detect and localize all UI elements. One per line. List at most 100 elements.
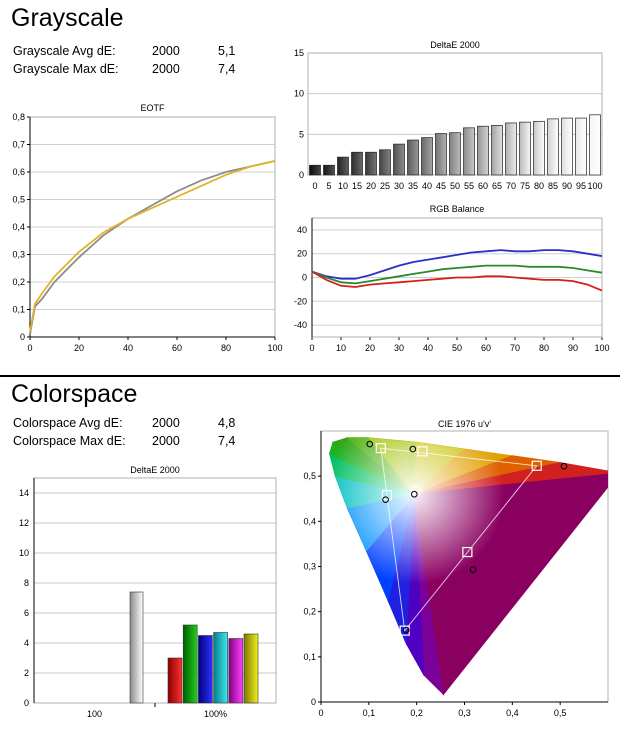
grayscale-deltae-bar bbox=[449, 132, 461, 176]
rgb-balance-xtick: 80 bbox=[539, 343, 549, 353]
colorspace-deltae-ytick: 6 bbox=[24, 608, 29, 618]
cie-measured-red bbox=[560, 462, 568, 470]
cie-measured-white bbox=[410, 490, 418, 498]
colorspace-deltae-ytick: 10 bbox=[19, 548, 29, 558]
eotf-xtick: 60 bbox=[172, 343, 182, 353]
cie-xtick: 0,2 bbox=[410, 708, 423, 718]
cie-measured-magenta bbox=[469, 566, 477, 573]
grayscale-deltae-ytick: 0 bbox=[299, 170, 304, 180]
colorspace-deltae-bar-magenta bbox=[228, 638, 244, 704]
grayscale-deltae-xtick: 90 bbox=[562, 181, 572, 191]
rgb-balance-xtick: 50 bbox=[452, 343, 462, 353]
grayscale-deltae-xtick: 25 bbox=[380, 181, 390, 191]
grayscale-deltae-bar bbox=[365, 151, 377, 176]
cie-measured-yellow bbox=[409, 445, 417, 453]
eotf-ytick: 0,3 bbox=[12, 250, 25, 260]
eotf-ytick: 0,1 bbox=[12, 305, 25, 315]
cie-xtick: 0,5 bbox=[554, 708, 567, 718]
grayscale-heading: Grayscale bbox=[11, 4, 124, 32]
cie-target-primary bbox=[375, 443, 386, 454]
grayscale-deltae-xtick: 15 bbox=[352, 181, 362, 191]
cie-ytick: 0,2 bbox=[303, 607, 316, 617]
grayscale-avg-value: 5,1 bbox=[218, 44, 236, 58]
grayscale-max-standard: 2000 bbox=[152, 62, 180, 76]
eotf-title: EOTF bbox=[141, 103, 166, 113]
cie-white-glow bbox=[329, 437, 608, 695]
grayscale-deltae-bar bbox=[337, 156, 349, 176]
section-divider bbox=[0, 375, 620, 377]
eotf-ytick: 0,5 bbox=[12, 195, 25, 205]
cie-target-magenta bbox=[462, 546, 473, 558]
cie-measured-green bbox=[366, 440, 374, 448]
grayscale-deltae-bar bbox=[379, 149, 391, 176]
eotf-xtick: 100 bbox=[267, 343, 282, 353]
eotf-ytick: 0,6 bbox=[12, 167, 25, 177]
colorspace-deltae-title: DeltaE 2000 bbox=[130, 465, 180, 475]
colorspace-heading: Colorspace bbox=[11, 380, 138, 408]
colorspace-deltae-bar-green bbox=[182, 624, 198, 704]
grayscale-deltae-bar bbox=[435, 133, 447, 176]
colorspace-deltae-xtick: 100% bbox=[204, 709, 227, 719]
grayscale-deltae-bar bbox=[589, 114, 601, 176]
rgb-balance-red-line bbox=[311, 270, 603, 292]
rgb-balance-xtick: 30 bbox=[394, 343, 404, 353]
colorspace-avg-value: 4,8 bbox=[218, 416, 236, 430]
grayscale-deltae-xtick: 10 bbox=[338, 181, 348, 191]
grayscale-deltae-xtick: 80 bbox=[534, 181, 544, 191]
grayscale-deltae-bar bbox=[463, 127, 475, 176]
grayscale-deltae-bar bbox=[561, 117, 573, 176]
grayscale-max-label: Grayscale Max dE: bbox=[13, 62, 119, 76]
grayscale-deltae-bar bbox=[351, 151, 363, 176]
colorspace-deltae-ytick: 8 bbox=[24, 578, 29, 588]
grayscale-deltae-xtick: 5 bbox=[326, 181, 331, 191]
colorspace-max-standard: 2000 bbox=[152, 434, 180, 448]
grayscale-deltae-xtick: 20 bbox=[366, 181, 376, 191]
cie-ytick: 0 bbox=[311, 697, 316, 707]
rgb-balance-xtick: 70 bbox=[510, 343, 520, 353]
grayscale-deltae-xtick: 75 bbox=[520, 181, 530, 191]
cie-xtick: 0 bbox=[318, 708, 323, 718]
eotf-ytick: 0 bbox=[20, 332, 25, 342]
colorspace-deltae-bar-white bbox=[129, 591, 144, 704]
grayscale-avg-standard: 2000 bbox=[152, 44, 180, 58]
colorspace-deltae-bar-red bbox=[167, 657, 183, 704]
cie-xtick: 0,1 bbox=[363, 708, 376, 718]
colorspace-deltae-ytick: 2 bbox=[24, 668, 29, 678]
colorspace-max-value: 7,4 bbox=[218, 434, 236, 448]
cie-xtick: 0,4 bbox=[506, 708, 519, 718]
rgb-balance-xtick: 90 bbox=[568, 343, 578, 353]
rgb-balance-title: RGB Balance bbox=[430, 204, 485, 214]
rgb-balance-green-line bbox=[311, 264, 603, 285]
eotf-xtick: 40 bbox=[123, 343, 133, 353]
cie-measured-blue bbox=[402, 626, 410, 634]
grayscale-deltae-xtick: 0 bbox=[312, 181, 317, 191]
cie-target-yellow bbox=[417, 446, 428, 457]
colorspace-avg-label: Colorspace Avg dE: bbox=[13, 416, 123, 430]
grayscale-max-value: 7,4 bbox=[218, 62, 236, 76]
rgb-balance-ytick: -40 bbox=[294, 320, 307, 330]
cie-target-white bbox=[411, 486, 421, 496]
grayscale-deltae-bar bbox=[575, 117, 587, 176]
grayscale-deltae-bar bbox=[421, 137, 433, 176]
colorspace-deltae-ytick: 0 bbox=[24, 698, 29, 708]
cie-ytick: 0,3 bbox=[303, 562, 316, 572]
grayscale-deltae-xtick: 60 bbox=[478, 181, 488, 191]
grayscale-deltae-bar bbox=[533, 120, 545, 176]
grayscale-deltae-xtick: 55 bbox=[464, 181, 474, 191]
rgb-balance-ytick: -20 bbox=[294, 296, 307, 306]
grayscale-deltae-xtick: 35 bbox=[408, 181, 418, 191]
cie-title: CIE 1976 u'v' bbox=[438, 419, 491, 429]
colorspace-deltae-ytick: 14 bbox=[19, 488, 29, 498]
rgb-balance-xtick: 0 bbox=[309, 343, 314, 353]
grayscale-deltae-xtick: 65 bbox=[492, 181, 502, 191]
grayscale-deltae-bar bbox=[323, 164, 335, 176]
grayscale-deltae-bar bbox=[491, 125, 503, 176]
cie-target-cyan bbox=[381, 490, 393, 501]
grayscale-deltae-title: DeltaE 2000 bbox=[430, 40, 480, 50]
grayscale-deltae-xtick: 40 bbox=[422, 181, 432, 191]
grayscale-deltae-bar bbox=[477, 125, 489, 176]
grayscale-deltae-bar bbox=[519, 121, 531, 176]
grayscale-deltae-xtick: 95 bbox=[576, 181, 586, 191]
eotf-xtick: 0 bbox=[27, 343, 32, 353]
